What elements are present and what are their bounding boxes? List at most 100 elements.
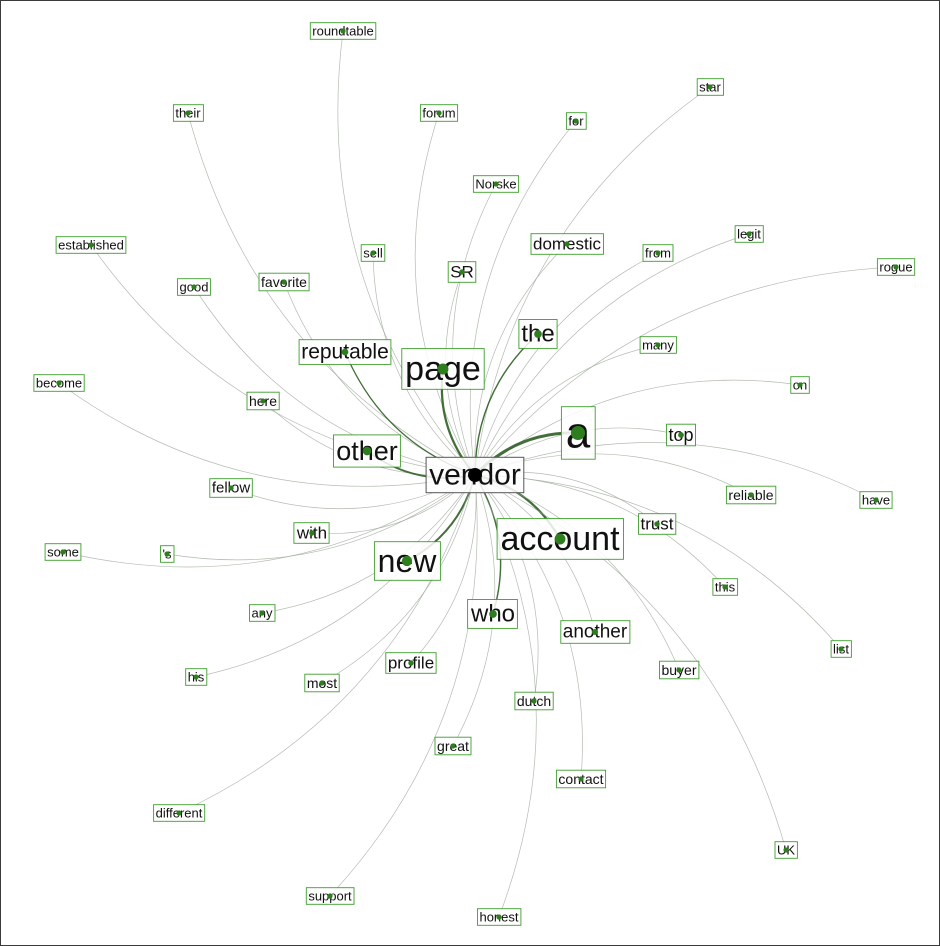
node-dot [564,241,570,247]
node-dot [873,497,879,503]
word-node-his[interactable]: his [185,668,208,686]
node-dot [401,555,413,567]
node-dot [893,264,899,270]
node-dot [655,342,661,348]
word-node-honest[interactable]: honest [477,908,522,926]
node-dot [493,181,499,187]
word-node-the[interactable]: the [518,319,558,349]
node-dot [436,110,442,116]
word-node-top[interactable]: top [666,423,696,447]
word-node-have[interactable]: have [859,491,893,509]
word-node-list[interactable]: list [830,640,852,658]
word-node-most[interactable]: most [304,673,340,693]
word-node-reputable[interactable]: reputable [298,339,392,365]
node-dot [496,914,502,920]
word-node-become[interactable]: become [33,374,85,392]
edge-Norske [452,183,497,476]
word-node-great[interactable]: great [434,736,472,756]
word-node-UK[interactable]: UK [774,841,798,859]
node-dot [193,674,199,680]
edge-forum [414,112,476,476]
node-dot [748,492,754,498]
word-node-account[interactable]: account [496,518,624,560]
word-node-on[interactable]: on [790,376,810,394]
node-dot [176,810,182,816]
word-node-their[interactable]: their [172,104,204,122]
edge-have [474,442,877,501]
node-dot [327,893,333,899]
node-dot [362,446,372,456]
node-dot [259,610,265,616]
node-dot [654,521,660,527]
word-node-profile[interactable]: profile [385,652,437,674]
edge-legit [474,233,750,476]
node-dot [534,330,542,338]
node-dot [459,269,465,275]
node-dot [260,398,266,404]
word-node-fellow[interactable]: fellow [209,478,253,498]
word-node-different[interactable]: different [153,804,206,822]
word-node-favorite[interactable]: favorite [258,272,310,292]
node-dot [56,380,62,386]
word-node-here[interactable]: here [246,391,280,411]
word-node-from[interactable]: from [642,244,674,262]
edge-some [62,474,476,568]
word-node-a[interactable]: a [560,406,596,460]
word-node-for[interactable]: for [565,112,587,130]
word-node-other[interactable]: other [333,434,401,468]
edge-list [474,474,842,650]
edge-most [321,474,476,684]
edge-his [195,474,476,678]
word-node-sell[interactable]: sell [360,244,386,262]
node-dot [437,363,449,375]
word-node-roundtable[interactable]: roundtable [309,22,377,40]
word-node-domestic[interactable]: domestic [530,233,604,255]
node-dot [185,110,191,116]
word-node-many[interactable]: many [639,336,677,354]
node-dot [60,549,66,555]
word-node-this[interactable]: this [712,578,739,596]
node-dot [531,698,537,704]
node-dot [655,250,661,256]
node-dot [797,382,803,388]
edge-UK [474,474,787,851]
word-node-'s[interactable]: 's [160,545,175,563]
center-word-vendor[interactable]: vendor [425,456,525,494]
node-dot [676,667,682,673]
word-node-new[interactable]: new [373,541,441,581]
word-node-dutch[interactable]: dutch [514,691,554,711]
word-node-SR[interactable]: SR [447,261,477,283]
edge-profile [410,474,477,664]
node-dot [88,242,94,248]
node-dot [450,743,456,749]
word-node-with[interactable]: with [293,522,330,544]
word-node-reliable[interactable]: reliable [725,485,777,505]
word-node-any[interactable]: any [249,604,276,622]
word-node-another[interactable]: another [560,620,631,644]
node-dot [554,533,566,545]
word-node-Norske[interactable]: Norske [472,175,520,193]
node-dot [838,646,844,652]
word-node-contact[interactable]: contact [555,769,607,789]
word-node-rogue[interactable]: rogue [876,258,916,276]
word-node-established[interactable]: established [55,236,127,254]
node-dot [319,680,325,686]
node-dot [678,432,684,438]
node-dot [570,425,586,441]
word-node-forum[interactable]: forum [419,104,459,122]
word-node-some[interactable]: some [44,543,82,561]
node-dot [707,84,713,90]
node-dot [281,279,287,285]
word-node-support[interactable]: support [305,887,355,905]
node-dot [164,551,170,557]
word-node-legit[interactable]: legit [734,225,764,243]
word-node-buyer[interactable]: buyer [659,660,700,680]
word-node-page[interactable]: page [401,348,485,390]
word-node-who[interactable]: who [467,599,518,629]
center-node-dot [468,468,482,482]
word-node-star[interactable]: star [696,78,724,96]
word-node-good[interactable]: good [177,278,211,296]
edge-contact [474,474,583,780]
word-node-trust[interactable]: trust [638,513,677,535]
